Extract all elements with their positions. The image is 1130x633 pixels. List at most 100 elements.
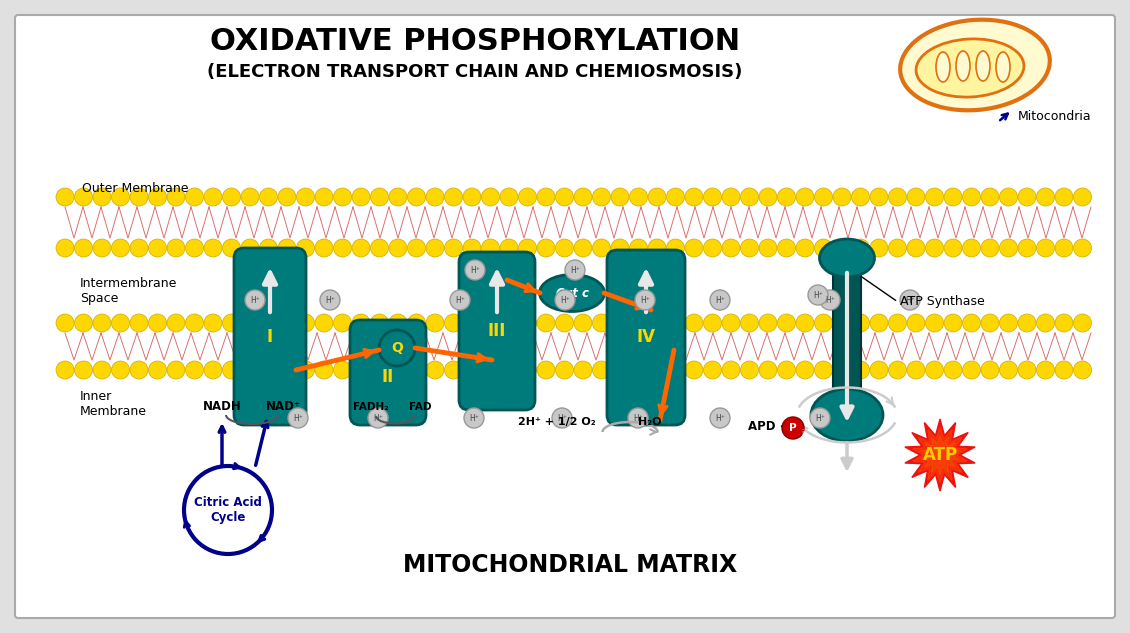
- Circle shape: [368, 408, 388, 428]
- Text: Mitocondria: Mitocondria: [1018, 111, 1092, 123]
- Circle shape: [629, 314, 647, 332]
- Circle shape: [499, 188, 518, 206]
- Circle shape: [296, 361, 314, 379]
- Circle shape: [93, 188, 111, 206]
- Circle shape: [777, 314, 796, 332]
- Circle shape: [296, 239, 314, 257]
- Circle shape: [223, 314, 241, 332]
- Circle shape: [450, 290, 470, 310]
- Text: NADH: NADH: [202, 400, 242, 413]
- Circle shape: [112, 361, 130, 379]
- Circle shape: [1018, 188, 1036, 206]
- Circle shape: [223, 188, 241, 206]
- Circle shape: [963, 188, 981, 206]
- Circle shape: [981, 314, 999, 332]
- Circle shape: [833, 188, 851, 206]
- Circle shape: [245, 290, 266, 310]
- Circle shape: [167, 314, 185, 332]
- Circle shape: [75, 314, 93, 332]
- Text: APD +: APD +: [748, 420, 793, 433]
- Text: H⁺: H⁺: [825, 296, 835, 305]
- Circle shape: [315, 314, 333, 332]
- Circle shape: [499, 361, 518, 379]
- Circle shape: [1000, 361, 1017, 379]
- Circle shape: [647, 188, 666, 206]
- Circle shape: [611, 361, 629, 379]
- Circle shape: [833, 239, 851, 257]
- Circle shape: [481, 314, 499, 332]
- Circle shape: [260, 314, 278, 332]
- Circle shape: [185, 314, 203, 332]
- Circle shape: [704, 361, 721, 379]
- Circle shape: [1018, 239, 1036, 257]
- Circle shape: [185, 188, 203, 206]
- Circle shape: [925, 239, 944, 257]
- Ellipse shape: [976, 51, 990, 81]
- Circle shape: [148, 361, 166, 379]
- Circle shape: [907, 314, 925, 332]
- Circle shape: [93, 361, 111, 379]
- Circle shape: [777, 239, 796, 257]
- Circle shape: [722, 188, 740, 206]
- Circle shape: [556, 314, 574, 332]
- Circle shape: [704, 239, 721, 257]
- Circle shape: [241, 361, 259, 379]
- Circle shape: [556, 361, 574, 379]
- Circle shape: [1036, 188, 1054, 206]
- Circle shape: [833, 314, 851, 332]
- Circle shape: [426, 239, 444, 257]
- Circle shape: [278, 188, 296, 206]
- Circle shape: [685, 361, 703, 379]
- Circle shape: [130, 188, 148, 206]
- Circle shape: [223, 361, 241, 379]
- Text: H⁺: H⁺: [815, 414, 825, 423]
- Ellipse shape: [996, 52, 1010, 82]
- Circle shape: [241, 239, 259, 257]
- Circle shape: [647, 361, 666, 379]
- Circle shape: [389, 188, 407, 206]
- Circle shape: [1074, 239, 1092, 257]
- Circle shape: [635, 290, 655, 310]
- Circle shape: [808, 285, 828, 305]
- Circle shape: [888, 188, 906, 206]
- Circle shape: [704, 188, 721, 206]
- Circle shape: [870, 188, 888, 206]
- Text: H⁺: H⁺: [715, 414, 725, 423]
- Circle shape: [353, 314, 370, 332]
- Circle shape: [722, 361, 740, 379]
- Circle shape: [205, 361, 221, 379]
- Circle shape: [685, 314, 703, 332]
- Circle shape: [628, 408, 647, 428]
- Circle shape: [223, 239, 241, 257]
- Circle shape: [519, 188, 537, 206]
- Circle shape: [815, 239, 833, 257]
- Circle shape: [519, 239, 537, 257]
- Circle shape: [1074, 314, 1092, 332]
- Circle shape: [852, 361, 869, 379]
- Circle shape: [888, 361, 906, 379]
- Circle shape: [925, 361, 944, 379]
- Circle shape: [463, 239, 481, 257]
- Circle shape: [463, 314, 481, 332]
- Circle shape: [408, 361, 426, 379]
- Circle shape: [278, 314, 296, 332]
- Circle shape: [574, 314, 592, 332]
- Circle shape: [852, 314, 869, 332]
- Text: Outer Membrane: Outer Membrane: [82, 182, 189, 194]
- Circle shape: [647, 239, 666, 257]
- Circle shape: [611, 239, 629, 257]
- Text: III: III: [488, 322, 506, 340]
- Circle shape: [389, 361, 407, 379]
- Circle shape: [537, 361, 555, 379]
- Circle shape: [112, 239, 130, 257]
- Circle shape: [205, 239, 221, 257]
- Circle shape: [148, 239, 166, 257]
- Circle shape: [333, 314, 351, 332]
- Text: (ELECTRON TRANSPORT CHAIN AND CHEMIOSMOSIS): (ELECTRON TRANSPORT CHAIN AND CHEMIOSMOS…: [207, 63, 742, 81]
- Text: MITOCHONDRIAL MATRIX: MITOCHONDRIAL MATRIX: [403, 553, 737, 577]
- Text: Cyt c: Cyt c: [556, 287, 589, 299]
- Circle shape: [1036, 239, 1054, 257]
- Circle shape: [899, 290, 920, 310]
- Circle shape: [371, 239, 389, 257]
- Circle shape: [740, 239, 758, 257]
